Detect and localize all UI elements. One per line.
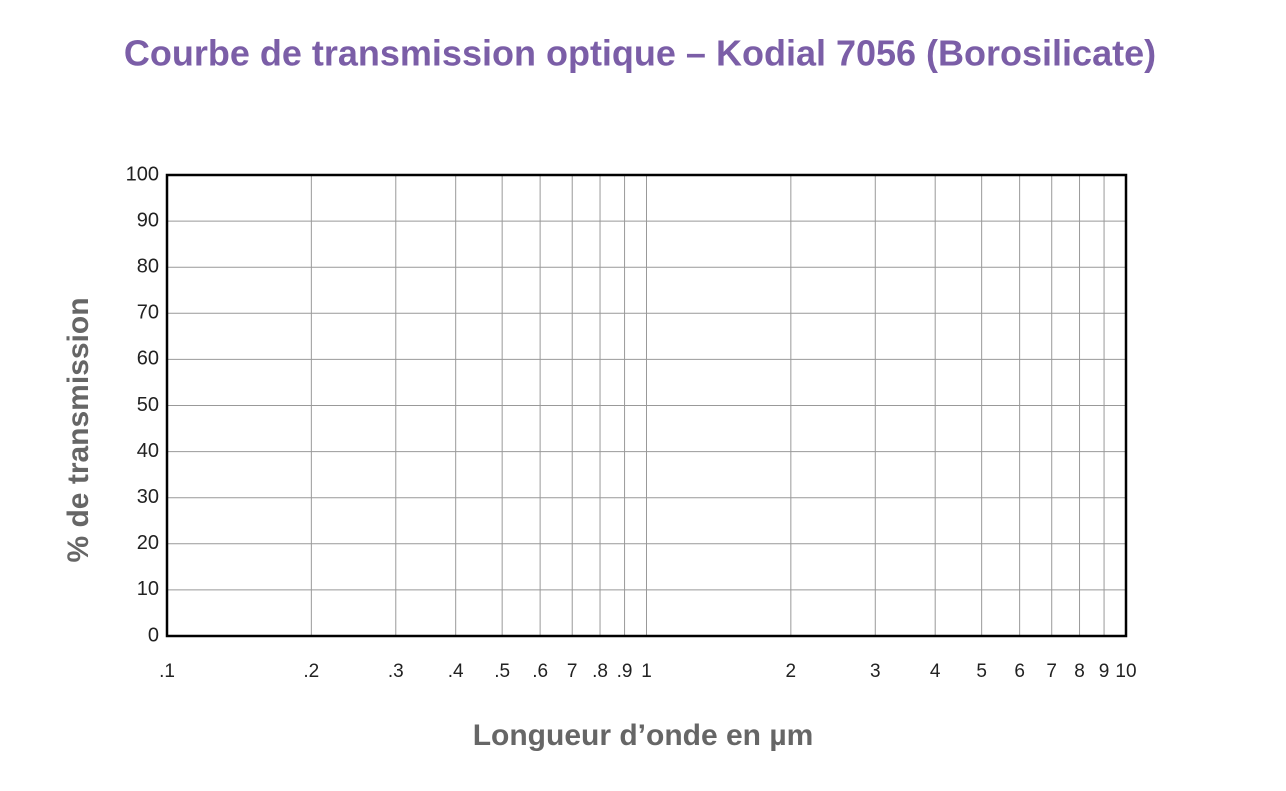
y-tick-label: 30 <box>137 486 159 508</box>
x-tick-label: .5 <box>494 661 510 682</box>
y-tick-label: 50 <box>137 394 159 416</box>
x-tick-label: .4 <box>448 661 464 682</box>
x-tick-label: .8 <box>592 661 608 682</box>
y-tick-label: 60 <box>137 348 159 370</box>
x-tick-label: .9 <box>617 661 633 682</box>
y-tick-label: 90 <box>137 209 159 231</box>
x-tick-label: .3 <box>388 661 404 682</box>
x-tick-label: 3 <box>870 661 881 682</box>
x-tick-label: .1 <box>159 661 175 682</box>
y-tick-label: 100 <box>126 163 159 185</box>
plot-frame <box>165 173 1128 638</box>
y-tick-label: 70 <box>137 302 159 324</box>
y-tick-label: 20 <box>137 532 159 554</box>
chart-title: Courbe de transmission optique – Kodial … <box>124 33 1156 74</box>
x-tick-label: 4 <box>930 661 941 682</box>
y-tick-label: 10 <box>137 578 159 600</box>
x-tick-label: .6 <box>532 661 548 682</box>
x-tick-label: 5 <box>976 661 987 682</box>
x-tick-label: 10 <box>1115 661 1136 682</box>
x-tick-label: 9 <box>1099 661 1110 682</box>
x-tick-label: 1 <box>641 661 652 682</box>
y-tick-label: 80 <box>137 255 159 277</box>
x-tick-label: 7 <box>1046 661 1057 682</box>
x-tick-label: 2 <box>786 661 797 682</box>
x-tick-label: 8 <box>1074 661 1085 682</box>
x-tick-label: 6 <box>1014 661 1025 682</box>
x-tick-label: .2 <box>303 661 319 682</box>
x-tick-label: 7 <box>567 661 578 682</box>
y-tick-label: 40 <box>137 440 159 462</box>
y-tick-label: 0 <box>148 624 159 646</box>
x-axis-label: Longueur d’onde en µm <box>473 719 814 752</box>
y-axis-label: % de transmission <box>62 297 95 562</box>
